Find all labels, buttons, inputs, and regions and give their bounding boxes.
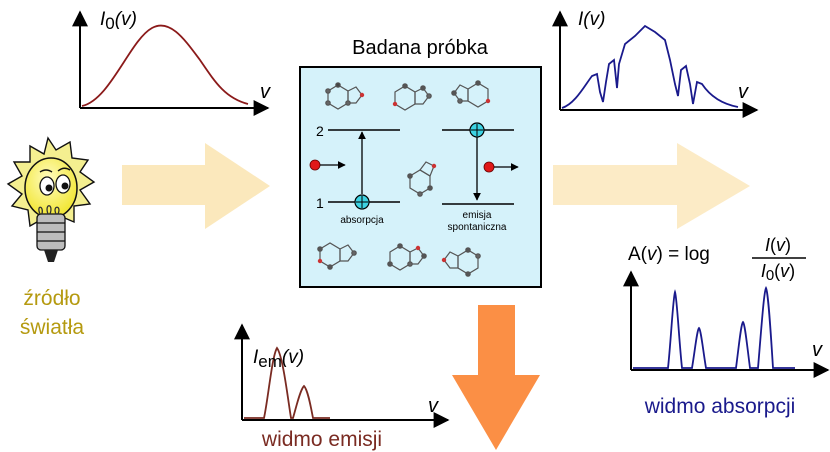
source-spectrum-graph: I0(v) v [72, 9, 271, 116]
sample-title: Badana próbka [352, 37, 489, 59]
transmitted-spectrum-curve [561, 24, 739, 109]
light-bulb-icon [6, 136, 96, 262]
transmitted-light-arrow [553, 143, 750, 229]
absorption-spectrum-curve [633, 285, 795, 369]
source-spectrum-curve [81, 24, 249, 107]
absorption-formula-denominator: I0(v) [761, 261, 795, 284]
molecule-icon [387, 243, 427, 271]
level-1-label: 1 [316, 195, 324, 211]
molecule-icon [451, 80, 491, 108]
absorption-label: absorpcja [340, 215, 384, 226]
emission-caption: widmo emisji [261, 428, 382, 451]
absorption-formula-numerator: I(v) [765, 235, 791, 255]
incident-light-arrow [122, 143, 270, 229]
absorption-formula-lhs: A(v) = log [628, 244, 710, 265]
emission-label-line1: emisja [463, 210, 492, 221]
emitted-light-arrow [452, 305, 540, 450]
emission-spectrum-curve [244, 346, 330, 419]
transmitted-spectrum-graph: I(v) v [552, 9, 759, 118]
emission-x-label: v [428, 395, 439, 417]
transmitted-y-label: I(v) [578, 9, 605, 30]
absorption-spectrum-graph: A(v) = log I(v) I0(v) v [623, 235, 830, 378]
absorption-caption: widmo absorpcji [644, 395, 796, 418]
molecule-icon [392, 83, 432, 111]
molecule-icon [441, 247, 481, 277]
absorption-x-label: v [812, 339, 823, 361]
molecule-icon [325, 82, 365, 110]
light-source-label-line2: światła [20, 316, 85, 339]
molecule-icon [317, 242, 357, 270]
emission-y-label: Iem(v) [253, 347, 304, 371]
light-source-label-line1: źródło [23, 287, 80, 310]
source-x-label: v [260, 81, 271, 103]
level-2-label: 2 [316, 123, 324, 139]
transmitted-x-label: v [738, 81, 749, 103]
emission-label-line2: spontaniczna [448, 222, 507, 233]
emitted-photon [483, 161, 495, 173]
molecule-icons [317, 80, 491, 277]
molecule-icon [407, 161, 437, 197]
emission-spectrum-graph: Iem(v) v [234, 323, 450, 428]
source-y-label: I0(v) [100, 9, 137, 33]
sample-box [299, 66, 542, 288]
incoming-photon [309, 159, 321, 171]
